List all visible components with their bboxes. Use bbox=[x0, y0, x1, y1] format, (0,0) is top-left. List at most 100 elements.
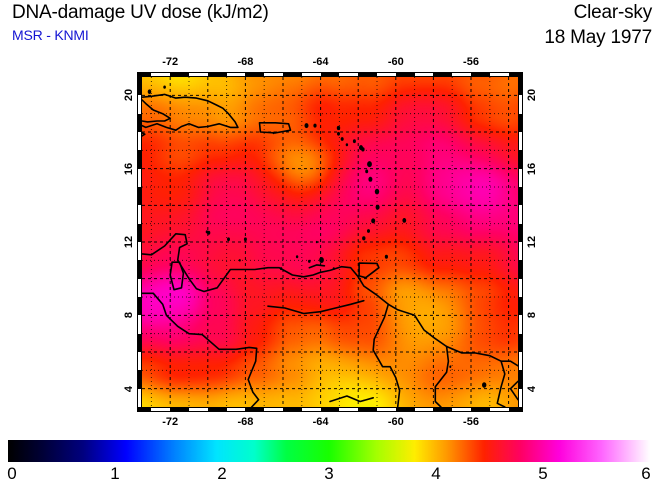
island-marker bbox=[163, 85, 166, 89]
island-marker bbox=[336, 125, 341, 131]
axis-right-bar bbox=[518, 72, 523, 412]
header: DNA-damage UV dose (kJ/m2) MSR - KNMI Cl… bbox=[0, 0, 660, 52]
coastline-path bbox=[372, 303, 401, 407]
axis-tick-segment bbox=[151, 408, 171, 411]
axis-left-label-20: 20 bbox=[123, 89, 135, 102]
axis-tick-segment bbox=[138, 352, 141, 371]
axis-tick-segment bbox=[519, 205, 522, 224]
island-marker bbox=[319, 257, 324, 263]
coastline-path bbox=[308, 264, 326, 269]
island-marker bbox=[362, 236, 366, 241]
axis-tick-segment bbox=[138, 95, 141, 114]
header-condition-label: Clear-sky bbox=[573, 2, 653, 23]
axis-right-label-16: 16 bbox=[526, 162, 538, 175]
coastline-path bbox=[142, 132, 146, 137]
island-marker bbox=[361, 147, 365, 152]
island-marker bbox=[345, 143, 349, 147]
axis-tick-segment bbox=[414, 73, 434, 76]
colorbar-tick-5: 5 bbox=[538, 464, 548, 483]
axis-left-label-12: 12 bbox=[123, 235, 135, 249]
island-marker bbox=[205, 230, 209, 234]
axis-left-label-8: 8 bbox=[123, 312, 135, 319]
axis-right-label-12: 12 bbox=[526, 235, 538, 249]
axis-tick-segment bbox=[519, 278, 522, 297]
page-title: DNA-damage UV dose (kJ/m2) bbox=[12, 2, 269, 23]
island-marker bbox=[402, 218, 407, 223]
coastline-path bbox=[258, 121, 292, 134]
axis-tick-segment bbox=[138, 242, 141, 261]
axis-bottom-label--60: -60 bbox=[387, 416, 404, 428]
island-marker bbox=[449, 365, 452, 369]
axis-tick-segment bbox=[189, 73, 208, 76]
colorbar-tick-2: 2 bbox=[217, 464, 227, 483]
axis-bottom-label--56: -56 bbox=[463, 416, 479, 428]
axis-top-label--56: -56 bbox=[463, 56, 479, 68]
island-marker bbox=[238, 259, 241, 262]
island-marker bbox=[365, 169, 369, 174]
axis-tick-segment bbox=[519, 242, 522, 261]
coastline-path bbox=[169, 261, 185, 291]
axis-tick-segment bbox=[138, 205, 141, 224]
graticule-grid bbox=[142, 77, 518, 407]
island-marker bbox=[352, 139, 356, 144]
island-marker bbox=[375, 204, 380, 210]
axis-top-label--72: -72 bbox=[162, 56, 179, 68]
axis-tick-segment bbox=[519, 315, 522, 334]
coastline-path bbox=[142, 233, 518, 367]
colorbar-tick-6: 6 bbox=[641, 464, 651, 483]
axis-top-bar bbox=[137, 72, 523, 77]
axis-tick-segment bbox=[138, 168, 141, 187]
island-marker bbox=[304, 123, 309, 129]
island-marker bbox=[243, 237, 247, 242]
axis-tick-segment bbox=[414, 408, 434, 411]
island-marker bbox=[340, 137, 344, 141]
coastline-path bbox=[509, 380, 518, 401]
axis-tick-segment bbox=[226, 408, 246, 411]
island-marker bbox=[272, 131, 275, 135]
island-marker bbox=[147, 89, 152, 94]
axis-tick-segment bbox=[189, 408, 208, 411]
island-marker bbox=[337, 131, 340, 136]
axis-tick-segment bbox=[138, 388, 141, 407]
island-marker bbox=[367, 161, 372, 168]
island-marker bbox=[308, 259, 311, 263]
colorbar-gradient bbox=[8, 440, 650, 462]
axis-bottom-bar bbox=[137, 407, 523, 412]
axis-tick-segment bbox=[339, 73, 359, 76]
axis-tick-segment bbox=[519, 95, 522, 114]
axis-tick-segment bbox=[264, 73, 283, 76]
axis-bottom-label--72: -72 bbox=[162, 416, 179, 428]
colorbar-tick-1: 1 bbox=[110, 464, 120, 483]
axis-tick-segment bbox=[452, 73, 471, 76]
axis-top-label--60: -60 bbox=[387, 56, 404, 68]
axis-tick-segment bbox=[226, 73, 246, 76]
axis-tick-segment bbox=[489, 73, 509, 76]
axis-tick-segment bbox=[489, 408, 509, 411]
axis-right-label-4: 4 bbox=[526, 385, 538, 392]
axis-tick-segment bbox=[301, 408, 321, 411]
header-date-label: 18 May 1977 bbox=[544, 27, 652, 48]
axis-left-bar bbox=[137, 72, 142, 412]
coastline-path bbox=[329, 395, 374, 403]
island-marker bbox=[332, 267, 335, 270]
axis-tick-segment bbox=[301, 73, 321, 76]
axis-tick-segment bbox=[339, 408, 359, 411]
axis-top-label--68: -68 bbox=[237, 56, 254, 68]
island-marker bbox=[384, 254, 388, 259]
island-marker bbox=[315, 240, 318, 244]
axis-tick-segment bbox=[519, 352, 522, 371]
uv-dose-map[interactable] bbox=[137, 72, 523, 412]
axis-tick-segment bbox=[138, 315, 141, 334]
coastline-path bbox=[496, 360, 506, 407]
coastline-path bbox=[434, 345, 450, 407]
island-marker bbox=[295, 255, 299, 259]
colorbar[interactable]: 0 1 2 3 4 5 6 bbox=[7, 440, 651, 483]
colorbar-tick-3: 3 bbox=[324, 464, 334, 483]
coastline-path bbox=[142, 292, 260, 407]
island-marker bbox=[313, 123, 317, 128]
island-marker bbox=[374, 188, 380, 195]
coastline-path bbox=[142, 93, 239, 132]
axis-tick-segment bbox=[519, 388, 522, 407]
axis-tick-segment bbox=[377, 408, 396, 411]
axis-tick-segment bbox=[138, 132, 141, 151]
